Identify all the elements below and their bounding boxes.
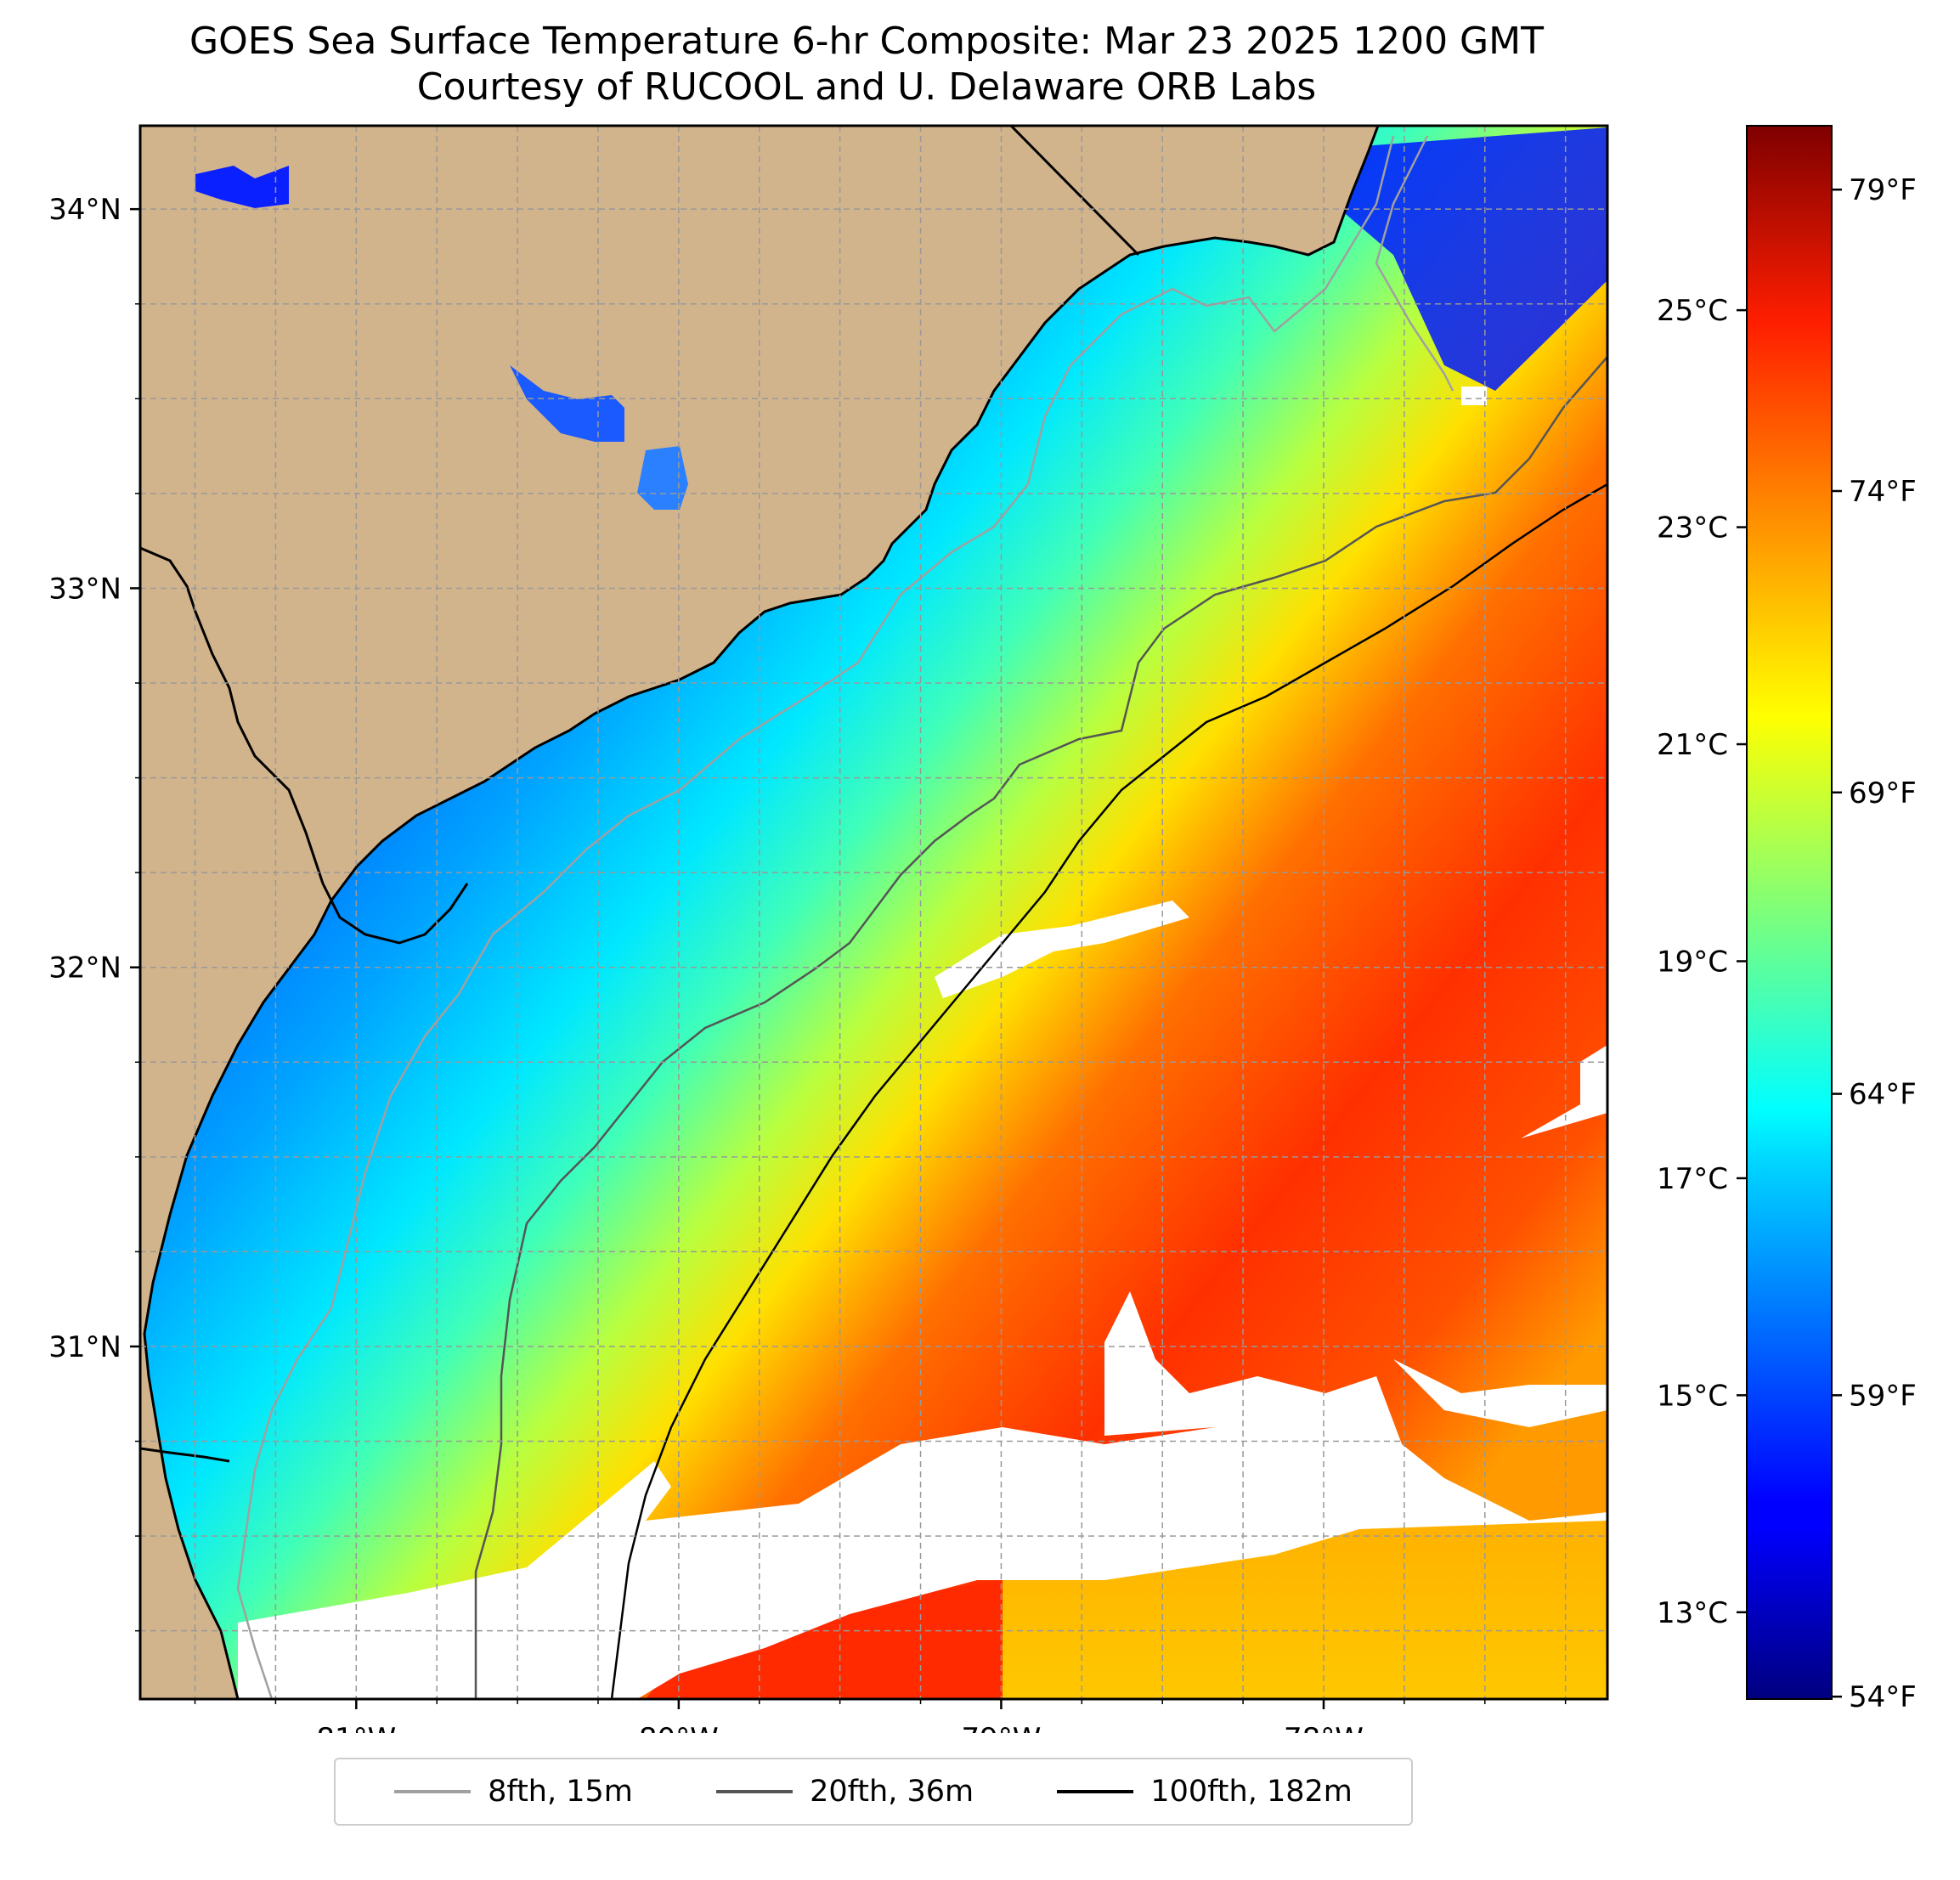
lon-tick-label: 80°W <box>639 1722 719 1733</box>
lon-tick-label: 79°W <box>961 1722 1041 1733</box>
isobath-20fth <box>474 356 1607 1699</box>
colorbar-celsius-axis: 13°C 15°C 17°C 19°C 21°C 23°C 25°C <box>1657 294 1747 1630</box>
land-mass <box>140 126 1380 1699</box>
fahrenheit-tick-label: 54°F <box>1849 1680 1917 1714</box>
boundary-lines <box>140 126 1140 1463</box>
cold-water-nose <box>1274 127 1607 391</box>
fahrenheit-tick-label: 79°F <box>1849 173 1917 207</box>
legend-label-20fth: 20fth, 36m <box>810 1775 974 1809</box>
legend-swatch-20fth <box>716 1790 794 1793</box>
isobath-100fth <box>610 483 1607 1699</box>
colorbar-fahrenheit-axis: 54°F 59°F 64°F 69°F 74°F 79°F <box>1832 173 1917 1714</box>
map-gridlines <box>140 126 1607 1699</box>
title-line-2: Courtesy of RUCOOL and U. Delaware ORB L… <box>416 65 1317 109</box>
lon-tick-label: 81°W <box>316 1722 396 1733</box>
fahrenheit-tick-label: 69°F <box>1849 776 1917 810</box>
fahrenheit-tick-label: 74°F <box>1849 475 1917 509</box>
legend-item-8fth: 8fth, 15m <box>394 1775 633 1809</box>
colorbar-gradient <box>1746 125 1833 1700</box>
celsius-tick-label: 23°C <box>1657 511 1728 545</box>
celsius-tick-label: 19°C <box>1657 945 1728 979</box>
lat-tick-label: 34°N <box>48 193 121 227</box>
celsius-tick-label: 25°C <box>1657 294 1728 328</box>
southern-red-band <box>646 1580 1003 1699</box>
legend-item-100fth: 100fth, 182m <box>1057 1775 1353 1809</box>
legend-item-20fth: 20fth, 36m <box>716 1775 974 1809</box>
isobath-8fth <box>236 135 1454 1699</box>
isobath-legend: 8fth, 15m 20fth, 36m 100fth, 182m <box>334 1758 1413 1826</box>
latitude-axis: 34°N 33°N 32°N 31°N <box>48 193 140 1632</box>
title-line-1: GOES Sea Surface Temperature 6-hr Compos… <box>189 20 1544 63</box>
celsius-tick-label: 13°C <box>1657 1596 1728 1630</box>
lat-tick-label: 33°N <box>48 572 121 606</box>
longitude-axis: 81°W 80°W 79°W 78°W <box>194 1699 1567 1733</box>
celsius-tick-label: 15°C <box>1657 1379 1728 1413</box>
legend-label-8fth: 8fth, 15m <box>488 1775 633 1809</box>
legend-swatch-8fth <box>394 1790 472 1793</box>
celsius-tick-label: 17°C <box>1657 1162 1728 1196</box>
lat-tick-label: 31°N <box>48 1330 121 1364</box>
sst-map: 81°W 80°W 79°W 78°W 34°N 33°N 32°N 31°N <box>48 124 1609 1733</box>
legend-swatch-100fth <box>1057 1790 1134 1793</box>
map-title: GOES Sea Surface Temperature 6-hr Compos… <box>0 19 1733 110</box>
fahrenheit-tick-label: 59°F <box>1849 1379 1917 1413</box>
celsius-tick-label: 21°C <box>1657 728 1728 762</box>
lat-tick-label: 32°N <box>48 951 121 985</box>
lon-tick-label: 78°W <box>1284 1722 1364 1733</box>
legend-label-100fth: 100fth, 182m <box>1150 1775 1353 1809</box>
colorbar: 13°C 15°C 17°C 19°C 21°C 23°C 25°C 54°F 59°F 64°… <box>1657 125 1917 1714</box>
fahrenheit-tick-label: 64°F <box>1849 1078 1917 1112</box>
map-frame <box>138 124 1609 1701</box>
